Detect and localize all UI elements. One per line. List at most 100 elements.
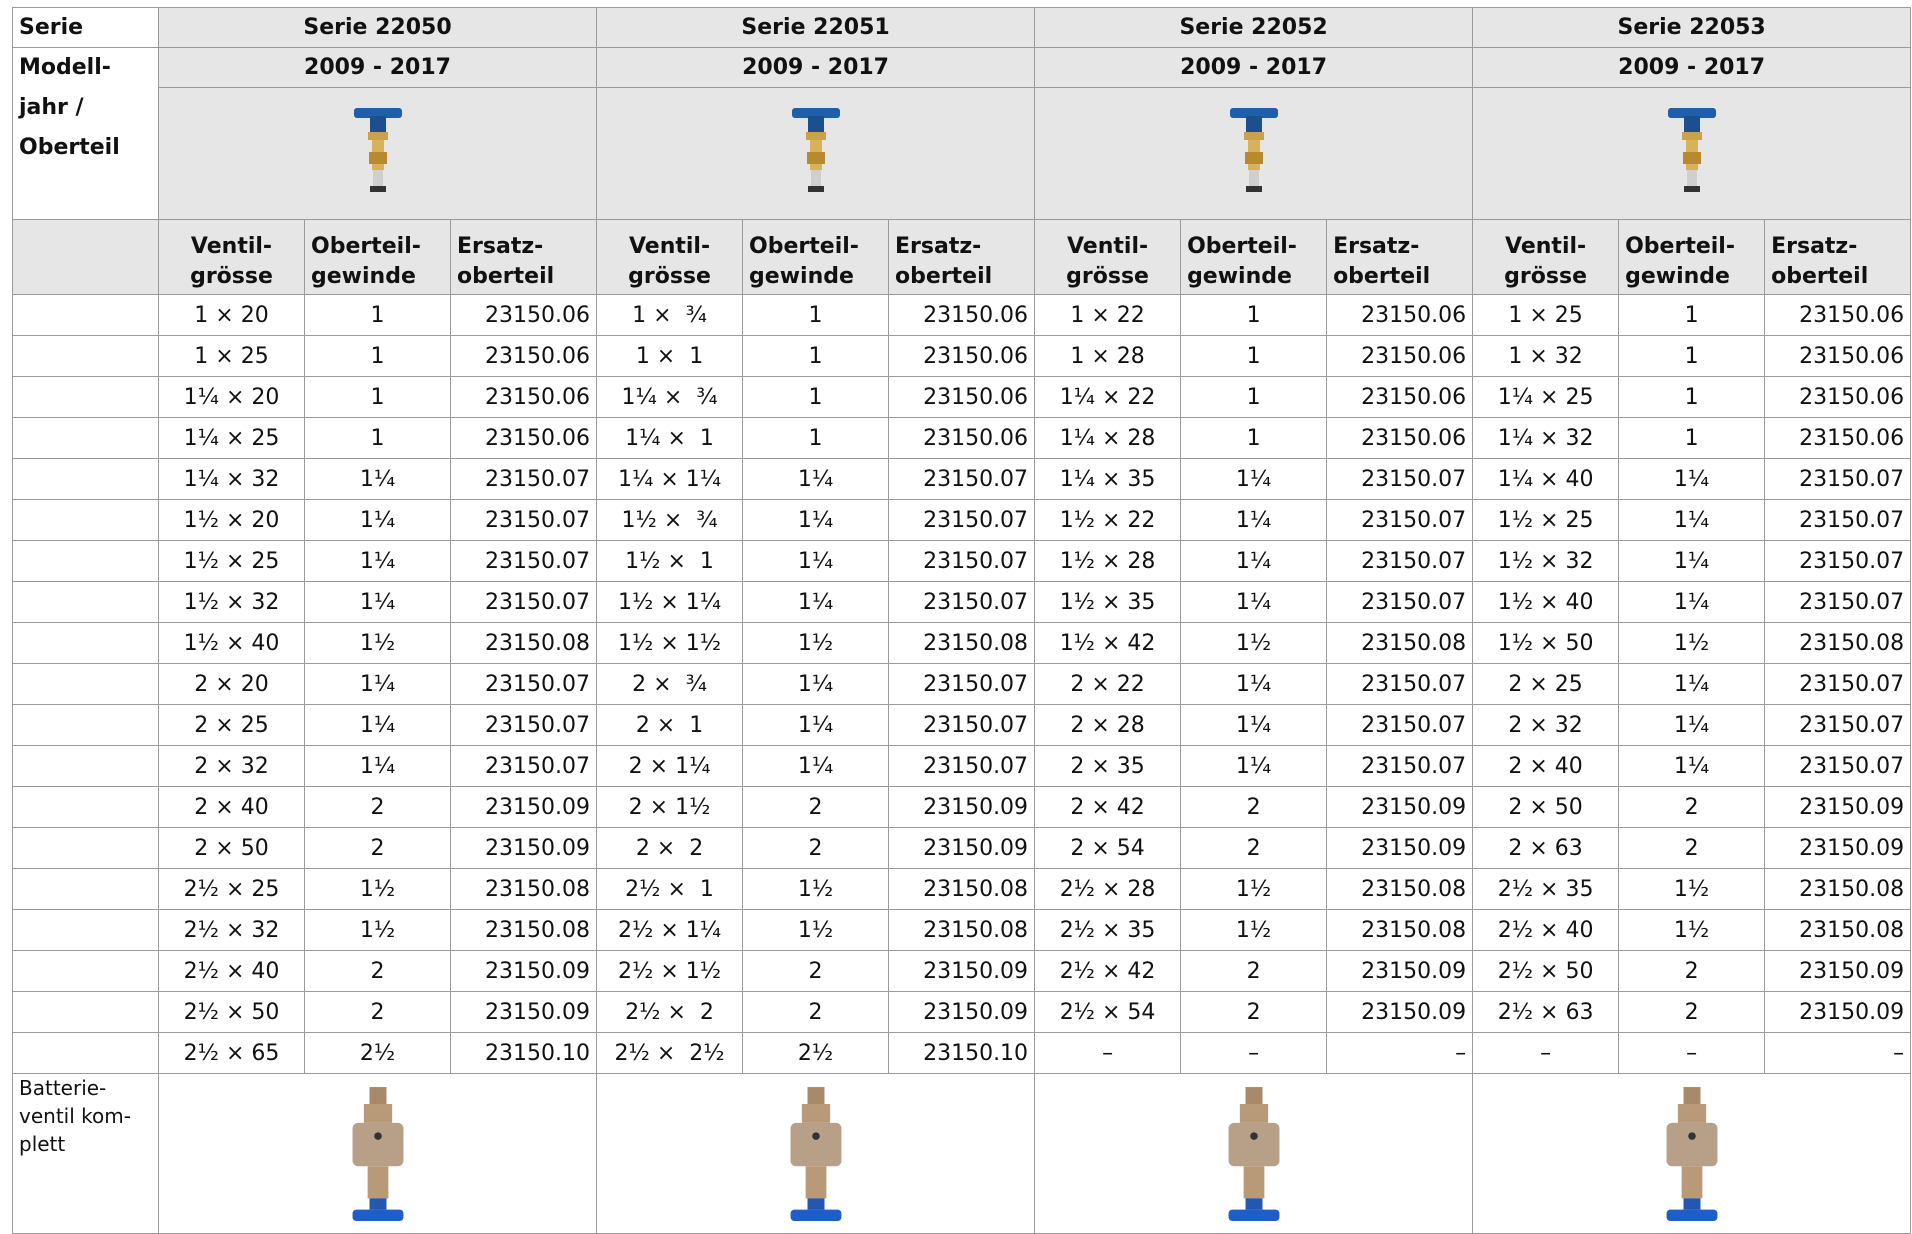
data-cell: 2½ × 50 — [159, 992, 305, 1033]
data-cell: 23150.07 — [1327, 459, 1473, 500]
data-cell: 2 × ¾ — [597, 664, 743, 705]
data-cell: 1¼ — [305, 459, 451, 500]
data-cell: 23150.08 — [889, 910, 1035, 951]
data-cell: 2½ × 40 — [1473, 910, 1619, 951]
data-cell: 1¼ — [305, 705, 451, 746]
data-cell: 23150.06 — [451, 377, 597, 418]
data-cell: 2½ × 32 — [159, 910, 305, 951]
data-cell: 2½ × 50 — [1473, 951, 1619, 992]
column-header: Ersatz-oberteil — [451, 220, 597, 295]
model-years: 2009 - 2017 — [1473, 48, 1911, 88]
data-cell: 23150.07 — [1765, 664, 1911, 705]
product-image — [1224, 106, 1284, 202]
data-cell: 1½ × 50 — [1473, 623, 1619, 664]
data-cell: 23150.09 — [451, 951, 597, 992]
data-cell: 1¼ × ¾ — [597, 377, 743, 418]
data-cell: 2½ × 42 — [1035, 951, 1181, 992]
data-cell: 23150.10 — [889, 1033, 1035, 1074]
data-cell: 1 — [1181, 336, 1327, 377]
data-cell: 2½ × 65 — [159, 1033, 305, 1074]
text-line: Ventil- — [1479, 232, 1612, 262]
data-cell: 23150.07 — [1327, 664, 1473, 705]
data-cell: 23150.07 — [1765, 582, 1911, 623]
text-line: gewinde — [749, 262, 882, 292]
image-cell — [159, 88, 597, 220]
data-cell: 23150.06 — [1327, 295, 1473, 336]
data-cell: 2 — [743, 951, 889, 992]
data-cell: 1¼ — [1619, 500, 1765, 541]
text-line: oberteil — [895, 262, 1028, 292]
text-line: Oberteil- — [311, 232, 444, 262]
data-cell: 2½ × 35 — [1473, 869, 1619, 910]
data-cell: 2½ × 40 — [159, 951, 305, 992]
image-cell — [1473, 88, 1911, 220]
data-cell: 23150.07 — [1765, 500, 1911, 541]
data-cell: 23150.08 — [1327, 623, 1473, 664]
model-years: 2009 - 2017 — [597, 48, 1035, 88]
data-cell: 1 — [305, 295, 451, 336]
data-cell: 1 × 25 — [159, 336, 305, 377]
data-cell: 23150.07 — [889, 705, 1035, 746]
empty-cell — [13, 664, 159, 705]
data-cell: 2½ × 54 — [1035, 992, 1181, 1033]
data-cell: 2 × 28 — [1035, 705, 1181, 746]
empty-cell — [13, 787, 159, 828]
data-cell: 23150.07 — [1765, 459, 1911, 500]
empty-cell — [13, 295, 159, 336]
data-cell: 23150.08 — [889, 869, 1035, 910]
data-cell: 1¼ — [743, 746, 889, 787]
data-cell: 1½ — [1619, 623, 1765, 664]
column-header: Oberteil-gewinde — [1619, 220, 1765, 295]
empty-cell — [13, 220, 159, 295]
data-cell: 2 × 1½ — [597, 787, 743, 828]
column-header: Ersatz-oberteil — [1765, 220, 1911, 295]
model-years: 2009 - 2017 — [159, 48, 597, 88]
data-cell: 23150.09 — [1327, 787, 1473, 828]
data-cell: 1½ × 25 — [1473, 500, 1619, 541]
data-cell: 1½ × 22 — [1035, 500, 1181, 541]
data-cell: 23150.06 — [889, 418, 1035, 459]
column-header: Ventil-grösse — [1035, 220, 1181, 295]
data-cell: 23150.07 — [1327, 582, 1473, 623]
data-cell: 1½ — [305, 910, 451, 951]
text-line: ventil kom- — [19, 1102, 152, 1130]
data-cell: 2 × 50 — [1473, 787, 1619, 828]
data-cell: 2 — [1181, 992, 1327, 1033]
data-cell: 1 — [1619, 377, 1765, 418]
text-line: Ventil- — [165, 232, 298, 262]
data-cell: 23150.08 — [1765, 910, 1911, 951]
data-cell: 2 × 25 — [1473, 664, 1619, 705]
data-cell: 23150.06 — [889, 377, 1035, 418]
empty-cell — [13, 828, 159, 869]
data-cell: 23150.07 — [1327, 541, 1473, 582]
product-image — [783, 1079, 849, 1229]
data-cell: 2 — [1181, 951, 1327, 992]
page: SerieSerie 22050Serie 22051Serie 22052Se… — [0, 0, 1912, 1233]
data-cell: 1 — [305, 377, 451, 418]
data-cell: 2 × 22 — [1035, 664, 1181, 705]
data-cell: 23150.06 — [451, 336, 597, 377]
data-cell: 23150.07 — [889, 500, 1035, 541]
text-line: Batterie- — [19, 1074, 152, 1102]
empty-cell — [13, 951, 159, 992]
data-cell: 2 × 20 — [159, 664, 305, 705]
data-cell: 2½ × 2½ — [597, 1033, 743, 1074]
data-cell: 1 — [743, 377, 889, 418]
column-header: Ventil-grösse — [1473, 220, 1619, 295]
text-line: Ventil- — [603, 232, 736, 262]
data-cell: 1 — [305, 418, 451, 459]
data-cell: 1¼ × 40 — [1473, 459, 1619, 500]
data-cell: 23150.07 — [1765, 541, 1911, 582]
data-cell: 1 × 22 — [1035, 295, 1181, 336]
data-cell: 1¼ — [1181, 541, 1327, 582]
data-cell: 2½ × 25 — [159, 869, 305, 910]
column-header: Ersatz-oberteil — [1327, 220, 1473, 295]
empty-cell — [13, 459, 159, 500]
data-cell: 1½ × 28 — [1035, 541, 1181, 582]
text-line: gewinde — [1187, 262, 1320, 292]
